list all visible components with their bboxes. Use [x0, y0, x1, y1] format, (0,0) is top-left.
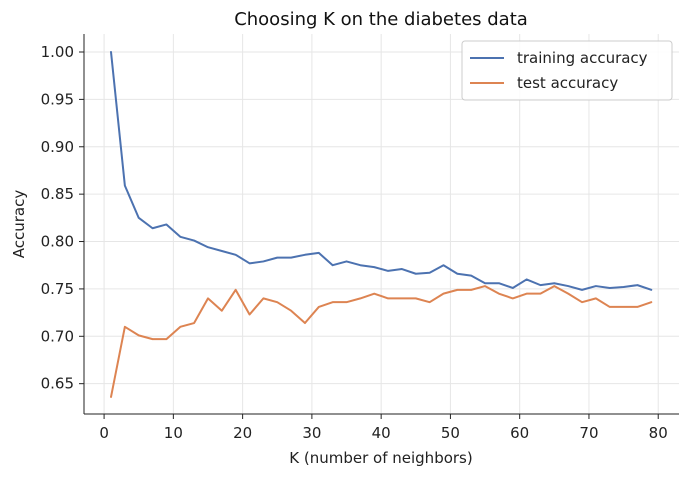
legend-label-training: training accuracy [517, 49, 648, 67]
y-ticks: 0.65 0.70 0.75 0.80 0.85 0.90 0.95 1.00 [41, 43, 84, 393]
legend-label-test: test accuracy [517, 74, 618, 92]
y-tick-label: 0.80 [41, 233, 74, 251]
x-tick-label: 70 [579, 424, 598, 442]
y-axis-title: Accuracy [10, 190, 28, 259]
grid-lines [84, 34, 679, 414]
x-tick-label: 0 [99, 424, 109, 442]
y-tick-label: 0.75 [41, 280, 74, 298]
y-tick-label: 0.65 [41, 375, 74, 393]
y-tick-label: 1.00 [41, 43, 74, 61]
x-tick-label: 60 [510, 424, 529, 442]
series-layer [110, 51, 653, 398]
legend-box [461, 40, 673, 101]
x-tick-label: 50 [441, 424, 460, 442]
x-tick-label: 30 [302, 424, 321, 442]
x-tick-label: 10 [164, 424, 183, 442]
y-tick-label: 0.95 [41, 90, 74, 108]
x-axis-title: K (number of neighbors) [289, 449, 472, 467]
y-tick-label: 0.90 [41, 138, 74, 156]
legend: training accuracy test accuracy [461, 40, 673, 101]
y-tick-label: 0.70 [41, 327, 74, 345]
x-tick-label: 80 [649, 424, 668, 442]
x-tick-label: 20 [233, 424, 252, 442]
series-line-training-accuracy [110, 51, 653, 291]
chart-title: Choosing K on the diabetes data [234, 9, 528, 30]
y-tick-label: 0.85 [41, 185, 74, 203]
x-ticks: 0 10 20 30 40 50 60 70 80 [99, 414, 668, 442]
series-line-test-accuracy [110, 285, 653, 398]
x-tick-label: 40 [372, 424, 391, 442]
